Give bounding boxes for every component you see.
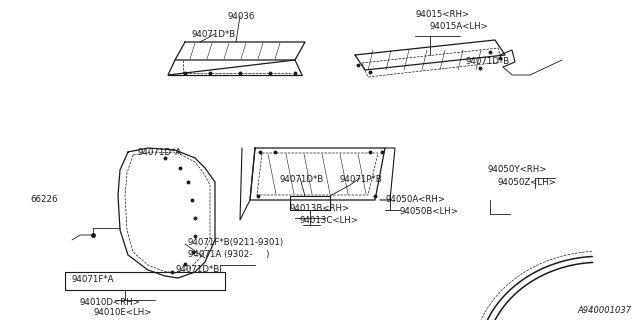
Text: 94015<RH>: 94015<RH> [415,10,469,19]
Text: 66226: 66226 [30,195,58,204]
Text: 94015A<LH>: 94015A<LH> [430,22,489,31]
Text: 94071F*B(9211-9301): 94071F*B(9211-9301) [188,238,284,247]
Text: 94071D*B: 94071D*B [192,30,236,39]
Text: 94036: 94036 [227,12,254,21]
Text: 94071A (9302-     ): 94071A (9302- ) [188,250,269,259]
Text: A940001037: A940001037 [578,306,632,315]
Text: 94071D*A: 94071D*A [138,148,182,157]
Text: 94050Y<RH>: 94050Y<RH> [488,165,547,174]
Text: 94050B<LH>: 94050B<LH> [400,207,459,216]
Text: 94071P*B: 94071P*B [340,175,383,184]
Text: 94013B<RH>: 94013B<RH> [290,204,350,213]
Text: 94071D*B: 94071D*B [280,175,324,184]
Text: 94050Z<LH>: 94050Z<LH> [497,178,556,187]
Text: 94010E<LH>: 94010E<LH> [93,308,152,317]
Text: 94071D*B: 94071D*B [465,57,509,66]
Text: 94071F*A: 94071F*A [72,275,115,284]
Text: 94071D*B: 94071D*B [175,265,220,274]
Text: 94010D<RH>: 94010D<RH> [80,298,141,307]
Text: 94050A<RH>: 94050A<RH> [385,195,445,204]
Text: 94013C<LH>: 94013C<LH> [300,216,359,225]
